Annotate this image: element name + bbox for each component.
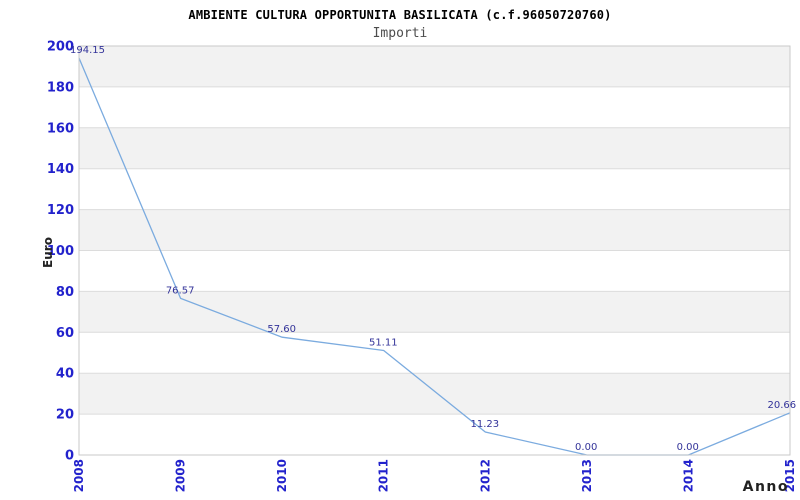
data-point-label: 57.60 (267, 324, 296, 335)
data-point-label: 0.00 (677, 442, 699, 453)
data-point-label: 20.66 (768, 400, 797, 411)
data-point-label: 76.57 (166, 285, 195, 296)
x-tick-label: 2013 (580, 459, 594, 492)
x-tick-label: 2009 (174, 459, 188, 492)
y-axis-title: Euro (41, 237, 55, 268)
chart-title: AMBIENTE CULTURA OPPORTUNITA BASILICATA … (188, 8, 612, 22)
data-point-label: 11.23 (471, 419, 500, 430)
y-tick-label: 0 (65, 449, 74, 464)
y-tick-label: 140 (47, 162, 74, 177)
y-tick-label: 180 (47, 80, 74, 95)
y-tick-label: 200 (47, 40, 74, 55)
data-point-label: 0.00 (575, 442, 597, 453)
plot-band (79, 209, 790, 251)
x-tick-label: 2008 (72, 459, 86, 492)
x-tick-label: 2012 (478, 459, 492, 492)
x-tick-label: 2014 (681, 459, 695, 492)
plot-band (79, 127, 790, 169)
y-tick-label: 80 (56, 285, 74, 300)
plot-band (79, 373, 790, 415)
y-tick-label: 160 (47, 121, 74, 136)
y-tick-label: 120 (47, 203, 74, 218)
x-tick-label: 2015 (783, 459, 797, 492)
data-point-label: 194.15 (70, 45, 105, 56)
chart-subtitle: Importi (372, 26, 428, 41)
y-tick-label: 40 (56, 367, 74, 382)
x-tick-label: 2011 (377, 459, 391, 492)
plot-band (79, 291, 790, 333)
x-tick-label: 2010 (275, 459, 289, 492)
x-axis-title: Anno (743, 479, 789, 495)
y-tick-label: 60 (56, 326, 74, 341)
y-tick-label: 100 (47, 244, 74, 259)
plot-band (79, 46, 790, 87)
data-point-label: 51.11 (369, 337, 398, 348)
plot-border (78, 45, 791, 456)
y-tick-label: 20 (56, 408, 74, 423)
